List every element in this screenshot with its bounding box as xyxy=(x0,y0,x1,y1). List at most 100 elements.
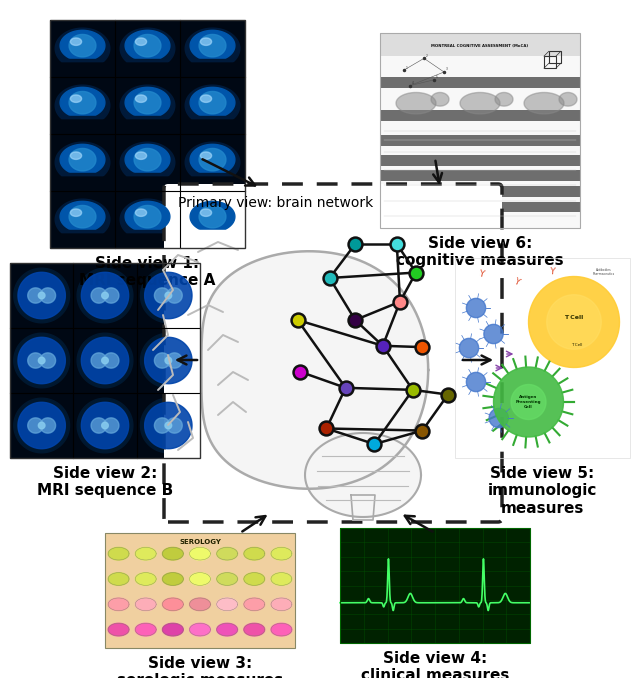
Point xyxy=(417,425,428,436)
Polygon shape xyxy=(190,144,235,172)
Polygon shape xyxy=(559,92,577,106)
Polygon shape xyxy=(200,209,212,216)
Polygon shape xyxy=(271,573,292,585)
Polygon shape xyxy=(163,547,183,560)
Polygon shape xyxy=(199,148,226,171)
Point xyxy=(417,342,428,353)
Bar xyxy=(455,258,630,458)
Polygon shape xyxy=(244,623,265,636)
Text: 1: 1 xyxy=(406,66,408,70)
Text: Primary view: brain network: Primary view: brain network xyxy=(178,196,373,210)
Text: Side view 2:
MRI sequence B: Side view 2: MRI sequence B xyxy=(37,466,173,498)
Polygon shape xyxy=(120,142,175,176)
Polygon shape xyxy=(185,85,240,119)
Polygon shape xyxy=(189,623,211,636)
Polygon shape xyxy=(154,288,170,303)
Polygon shape xyxy=(396,92,436,114)
Polygon shape xyxy=(38,422,45,428)
Text: Y: Y xyxy=(477,269,485,279)
Polygon shape xyxy=(70,152,81,159)
Polygon shape xyxy=(244,547,265,560)
Polygon shape xyxy=(69,205,96,228)
Polygon shape xyxy=(190,87,235,115)
Polygon shape xyxy=(200,38,212,45)
Polygon shape xyxy=(145,402,192,449)
Polygon shape xyxy=(185,199,240,233)
Polygon shape xyxy=(202,252,428,489)
Bar xyxy=(380,110,580,121)
Polygon shape xyxy=(524,92,564,114)
Bar xyxy=(380,201,580,212)
Polygon shape xyxy=(60,201,105,229)
Polygon shape xyxy=(134,92,161,114)
Polygon shape xyxy=(493,367,563,437)
Polygon shape xyxy=(14,333,70,388)
Polygon shape xyxy=(271,598,292,611)
Polygon shape xyxy=(38,292,45,299)
Polygon shape xyxy=(145,273,192,319)
Polygon shape xyxy=(305,433,421,517)
Bar xyxy=(380,33,580,228)
Polygon shape xyxy=(103,288,119,303)
Polygon shape xyxy=(134,148,161,171)
Polygon shape xyxy=(77,268,133,323)
Polygon shape xyxy=(14,398,70,453)
Polygon shape xyxy=(108,623,129,636)
Polygon shape xyxy=(165,292,172,299)
Polygon shape xyxy=(140,398,196,453)
Polygon shape xyxy=(18,337,65,384)
Point xyxy=(443,389,453,400)
Text: 4: 4 xyxy=(412,81,413,85)
Polygon shape xyxy=(91,353,107,368)
Polygon shape xyxy=(134,205,161,228)
Bar xyxy=(105,533,295,648)
Polygon shape xyxy=(140,333,196,388)
Polygon shape xyxy=(136,38,147,45)
Polygon shape xyxy=(190,201,235,229)
Polygon shape xyxy=(154,418,170,433)
Polygon shape xyxy=(108,573,129,585)
Polygon shape xyxy=(125,201,170,229)
Polygon shape xyxy=(431,92,449,106)
Polygon shape xyxy=(55,28,110,62)
Polygon shape xyxy=(103,353,119,368)
Point xyxy=(392,239,402,250)
Text: Antibodies
Pharmaceutics: Antibodies Pharmaceutics xyxy=(593,268,615,277)
Polygon shape xyxy=(217,623,237,636)
Polygon shape xyxy=(91,418,107,433)
Text: Side view 6:
cognitive measures: Side view 6: cognitive measures xyxy=(396,236,564,268)
Bar xyxy=(380,155,580,165)
Polygon shape xyxy=(28,288,44,303)
Polygon shape xyxy=(495,92,513,106)
Bar xyxy=(380,170,580,181)
Point xyxy=(350,315,360,325)
Polygon shape xyxy=(166,288,182,303)
Polygon shape xyxy=(55,199,110,233)
Point xyxy=(411,267,421,278)
Polygon shape xyxy=(244,598,265,611)
Polygon shape xyxy=(55,142,110,176)
Polygon shape xyxy=(200,152,212,159)
Bar xyxy=(380,186,580,197)
FancyBboxPatch shape xyxy=(164,184,502,522)
Polygon shape xyxy=(120,28,175,62)
Polygon shape xyxy=(60,87,105,115)
Polygon shape xyxy=(189,547,211,560)
Polygon shape xyxy=(70,209,81,216)
Polygon shape xyxy=(467,372,486,392)
Polygon shape xyxy=(60,144,105,172)
Bar xyxy=(50,20,245,248)
Polygon shape xyxy=(460,92,500,114)
Polygon shape xyxy=(136,152,147,159)
Polygon shape xyxy=(199,92,226,114)
Polygon shape xyxy=(18,273,65,319)
Text: 5: 5 xyxy=(435,75,438,79)
Polygon shape xyxy=(55,85,110,119)
Point xyxy=(395,296,405,307)
Polygon shape xyxy=(154,353,170,368)
Point xyxy=(292,315,303,325)
Polygon shape xyxy=(511,384,546,420)
Polygon shape xyxy=(185,28,240,62)
Polygon shape xyxy=(189,598,211,611)
Polygon shape xyxy=(108,598,129,611)
